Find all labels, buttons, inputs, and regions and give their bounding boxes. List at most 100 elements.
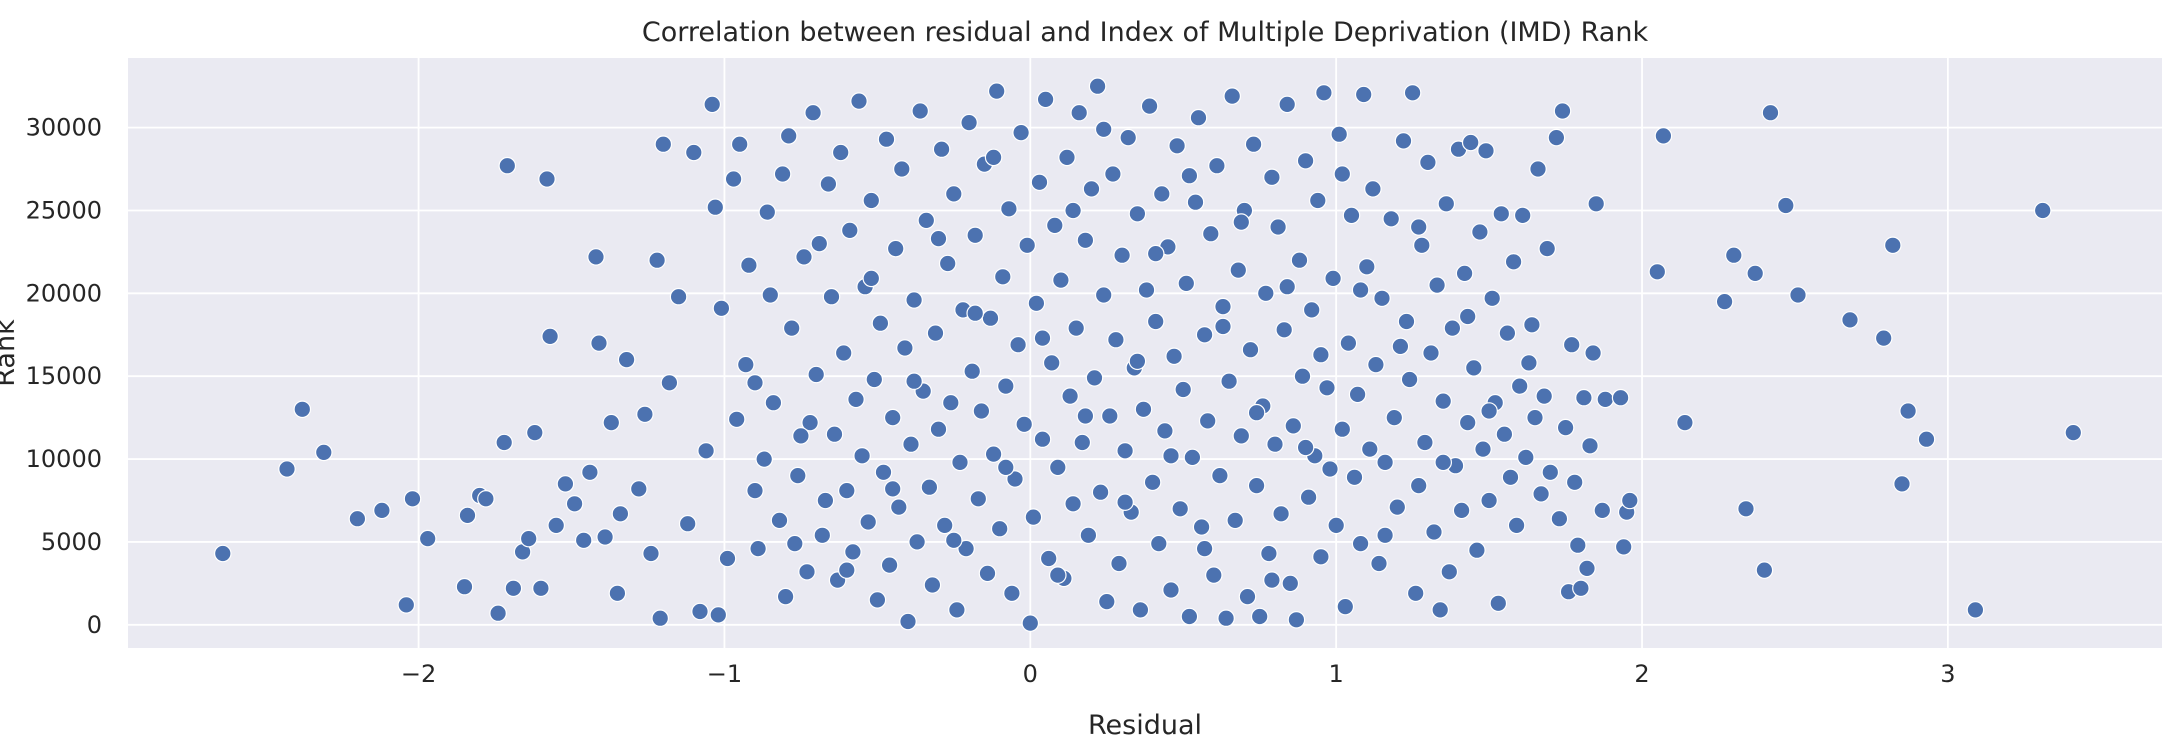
data-point bbox=[1397, 312, 1416, 331]
data-point bbox=[1318, 378, 1336, 397]
data-point bbox=[892, 160, 911, 178]
data-point bbox=[1156, 422, 1174, 440]
data-point bbox=[1458, 307, 1477, 326]
data-point bbox=[1596, 390, 1615, 409]
data-point bbox=[669, 287, 688, 306]
data-point bbox=[1361, 440, 1379, 458]
y-tick-label: 25000 bbox=[26, 196, 102, 224]
data-point bbox=[1211, 466, 1229, 485]
data-point bbox=[932, 140, 951, 158]
data-point bbox=[1076, 231, 1095, 250]
data-point bbox=[804, 103, 822, 122]
data-point bbox=[1474, 440, 1492, 458]
data-point bbox=[1373, 289, 1391, 308]
data-point bbox=[1269, 218, 1287, 236]
data-point bbox=[1409, 218, 1428, 236]
data-point bbox=[984, 148, 1003, 167]
data-point bbox=[859, 513, 877, 531]
data-point bbox=[1067, 319, 1085, 337]
data-point bbox=[1562, 335, 1581, 354]
data-point bbox=[541, 327, 559, 346]
data-point bbox=[1324, 269, 1342, 288]
data-point bbox=[1523, 315, 1541, 334]
data-point bbox=[602, 413, 621, 432]
data-point bbox=[938, 254, 957, 273]
data-point bbox=[1266, 435, 1284, 453]
data-point bbox=[969, 489, 988, 508]
data-point bbox=[972, 402, 991, 420]
data-point bbox=[1550, 509, 1569, 528]
data-point bbox=[798, 562, 816, 581]
data-point bbox=[547, 516, 565, 535]
data-point bbox=[1370, 554, 1388, 573]
data-point bbox=[709, 606, 728, 624]
data-point bbox=[1064, 201, 1082, 220]
data-point bbox=[951, 453, 969, 472]
data-point bbox=[948, 601, 966, 619]
data-point bbox=[1165, 347, 1183, 366]
data-point bbox=[1339, 334, 1358, 352]
data-point bbox=[1917, 430, 1936, 448]
data-point bbox=[1137, 281, 1156, 299]
data-point bbox=[1520, 354, 1538, 372]
data-point bbox=[1465, 359, 1483, 377]
data-point bbox=[987, 82, 1006, 100]
data-point bbox=[1058, 148, 1076, 167]
data-point bbox=[1884, 236, 1902, 255]
data-point bbox=[1526, 408, 1544, 427]
data-point bbox=[1116, 493, 1134, 511]
data-point bbox=[1345, 468, 1364, 487]
data-point bbox=[1364, 180, 1382, 198]
data-point bbox=[1250, 607, 1269, 626]
data-point bbox=[519, 529, 538, 548]
data-point bbox=[1434, 392, 1452, 410]
data-point bbox=[1648, 262, 1667, 281]
data-point bbox=[966, 226, 984, 245]
data-point bbox=[1232, 427, 1251, 445]
data-point bbox=[1214, 297, 1232, 316]
plot-area bbox=[128, 58, 2162, 648]
data-point bbox=[1263, 571, 1281, 589]
data-point bbox=[902, 435, 920, 453]
data-point bbox=[477, 489, 495, 508]
data-point bbox=[1162, 581, 1180, 599]
data-point bbox=[1587, 195, 1605, 213]
data-point bbox=[1581, 436, 1599, 455]
data-point bbox=[1309, 191, 1327, 210]
data-point bbox=[1296, 152, 1315, 170]
data-point bbox=[636, 405, 654, 424]
data-point bbox=[1440, 562, 1459, 581]
data-point bbox=[1278, 95, 1296, 114]
data-point bbox=[865, 370, 884, 389]
data-point bbox=[1471, 223, 1489, 241]
data-point bbox=[1003, 584, 1021, 603]
data-point bbox=[1226, 511, 1244, 530]
data-point bbox=[1489, 594, 1508, 613]
data-point bbox=[978, 564, 997, 583]
y-tick-labels: 0 5000 10000 15000 20000 25000 30000 bbox=[26, 114, 102, 639]
data-point bbox=[1052, 271, 1070, 289]
data-point bbox=[966, 304, 984, 322]
data-point bbox=[1101, 407, 1119, 425]
data-point bbox=[1755, 561, 1774, 579]
data-point bbox=[532, 579, 550, 598]
data-point bbox=[1593, 501, 1612, 520]
data-point bbox=[2064, 423, 2083, 442]
data-point bbox=[730, 135, 749, 153]
data-point bbox=[293, 400, 312, 419]
data-point bbox=[905, 372, 923, 390]
data-point bbox=[1376, 453, 1394, 472]
data-point bbox=[1510, 377, 1529, 395]
data-point bbox=[1238, 587, 1257, 606]
data-point bbox=[871, 314, 890, 332]
data-point bbox=[1388, 498, 1407, 516]
data-point bbox=[1413, 236, 1431, 255]
data-point bbox=[660, 373, 679, 392]
data-point bbox=[1480, 402, 1498, 420]
x-tick-labels: −2 −1 0 1 2 3 bbox=[401, 660, 1956, 688]
data-point bbox=[1556, 418, 1575, 437]
data-point bbox=[822, 287, 841, 306]
data-point bbox=[776, 587, 795, 606]
data-point bbox=[834, 344, 853, 362]
